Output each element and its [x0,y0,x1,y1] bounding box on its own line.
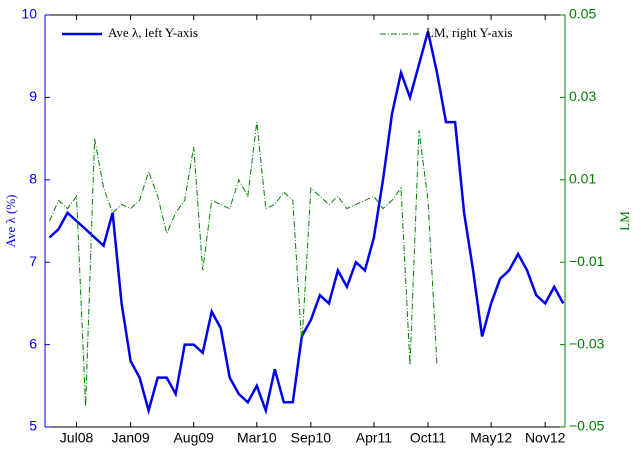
y2-tick-label: 0.01 [569,171,596,187]
y-tick-label: 7 [29,253,37,269]
y-tick-label: 8 [29,171,37,187]
y-tick-label: 5 [29,418,37,434]
legend-label: LM, right Y-axis [426,25,513,40]
legend-label: Ave λ, left Y-axis [108,25,198,40]
y2-tick-label: −0.03 [569,335,605,351]
series-line [49,122,438,407]
y2-tick-label: 0.03 [569,88,596,104]
x-tick-label: Sep10 [291,430,332,446]
y2-tick-label: −0.01 [569,253,605,269]
x-tick-label: May12 [470,430,512,446]
x-tick-label: Apr11 [356,430,393,446]
y-axis-label: Ave λ (%) [3,195,18,248]
x-tick-label: Mar10 [237,430,277,446]
plot-area [45,15,565,427]
y2-axis-label: LM [617,211,632,231]
x-tick-label: Oct11 [410,430,447,446]
y2-tick-label: −0.05 [569,418,605,434]
x-tick-label: Nov12 [525,430,566,446]
series-line [48,31,565,416]
y2-tick-label: 0.05 [569,6,596,22]
y-tick-label: 10 [21,6,37,22]
x-tick-label: Jul08 [60,430,94,446]
x-tick-label: Jan09 [112,430,150,446]
x-tick-label: Aug09 [173,430,214,446]
y-tick-label: 9 [29,88,37,104]
y-tick-label: 6 [29,335,37,351]
